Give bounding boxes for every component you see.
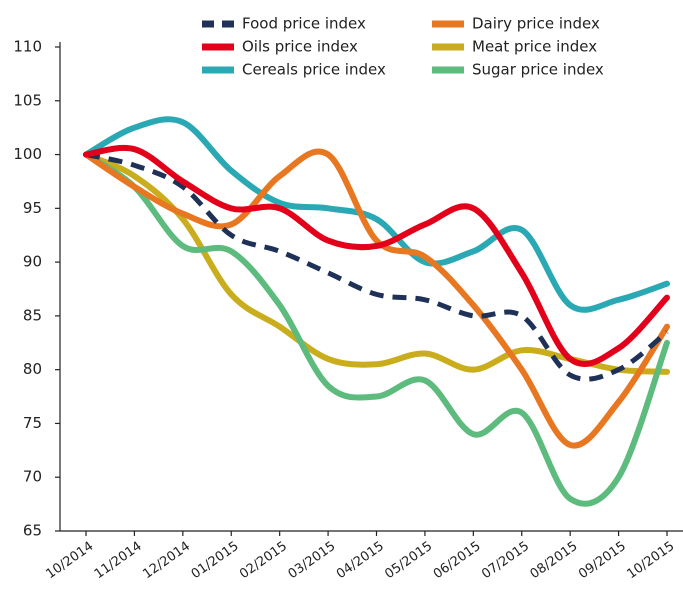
y-tick-label: 100 [13, 145, 42, 163]
x-tick-label: 08/2015 [528, 539, 581, 582]
y-tick-label: 110 [13, 38, 42, 56]
x-tick-label: 11/2014 [92, 539, 145, 582]
x-tick-label: 05/2015 [382, 539, 435, 582]
y-tick-label: 80 [23, 360, 42, 378]
line-series [83, 151, 670, 507]
line-series [83, 116, 670, 313]
legend-label: Food price index [242, 15, 366, 33]
y-tick-label: 70 [23, 468, 42, 486]
x-tick-label: 09/2015 [576, 539, 629, 582]
legend-label: Oils price index [242, 38, 358, 56]
line-series [83, 148, 670, 449]
y-tick-label: 105 [13, 91, 42, 109]
x-tick-label: 12/2014 [140, 539, 193, 582]
x-tick-label: 04/2015 [334, 539, 387, 582]
x-tick-label: 06/2015 [431, 539, 484, 582]
y-tick-label: 90 [23, 253, 42, 271]
y-tick-label: 75 [23, 414, 42, 432]
line-series [83, 145, 670, 367]
x-tick-label: 10/2014 [43, 539, 96, 582]
legend-label: Sugar price index [472, 61, 604, 79]
x-tick-label: 01/2015 [189, 539, 242, 582]
y-tick-label: 95 [23, 199, 42, 217]
legend-label: Dairy price index [472, 15, 600, 33]
legend-label: Cereals price index [242, 61, 386, 79]
x-tick-label: 02/2015 [237, 539, 290, 582]
x-tick-label: 03/2015 [286, 539, 339, 582]
x-tick-label: 07/2015 [479, 539, 532, 582]
line-series [85, 152, 669, 382]
y-tick-label: 65 [23, 522, 42, 540]
y-tick-label: 85 [23, 306, 42, 324]
line-series [83, 151, 670, 375]
legend-label: Meat price index [472, 38, 597, 56]
x-tick-label: 10/2015 [624, 539, 677, 582]
